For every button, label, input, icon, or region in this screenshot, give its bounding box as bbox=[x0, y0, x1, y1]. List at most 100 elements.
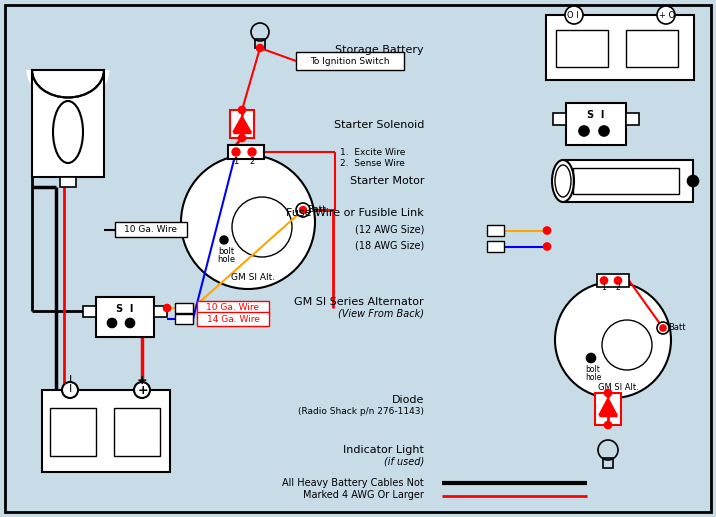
Circle shape bbox=[107, 318, 117, 327]
Circle shape bbox=[543, 227, 551, 234]
Bar bbox=[32, 70, 104, 177]
Bar bbox=[595, 393, 621, 425]
Circle shape bbox=[256, 44, 263, 52]
Bar bbox=[566, 103, 626, 145]
Text: 14 Ga. Wire: 14 Ga. Wire bbox=[206, 314, 259, 324]
Circle shape bbox=[565, 6, 583, 24]
Circle shape bbox=[125, 318, 135, 327]
Text: 2: 2 bbox=[616, 283, 620, 293]
Circle shape bbox=[163, 305, 170, 312]
Text: S  I: S I bbox=[587, 110, 605, 120]
Bar bbox=[197, 301, 269, 315]
Text: 1.  Excite Wire: 1. Excite Wire bbox=[340, 148, 405, 157]
Bar bbox=[556, 30, 608, 67]
Circle shape bbox=[181, 155, 315, 289]
Circle shape bbox=[599, 126, 609, 136]
Text: 10 Ga. Wire: 10 Ga. Wire bbox=[125, 225, 178, 235]
Circle shape bbox=[238, 134, 246, 142]
Circle shape bbox=[657, 322, 669, 334]
Circle shape bbox=[614, 277, 621, 284]
Text: O I: O I bbox=[567, 10, 579, 20]
Bar bbox=[114, 408, 160, 456]
Text: GM SI Series Alternator: GM SI Series Alternator bbox=[294, 297, 424, 307]
Text: (Radio Shack p/n 276-1143): (Radio Shack p/n 276-1143) bbox=[298, 406, 424, 416]
Text: hole: hole bbox=[217, 255, 235, 265]
Bar bbox=[546, 15, 694, 80]
Bar bbox=[197, 312, 269, 326]
Text: Diode: Diode bbox=[392, 395, 424, 405]
Text: Fuse Wire or Fusible Link: Fuse Wire or Fusible Link bbox=[286, 208, 424, 218]
Circle shape bbox=[296, 203, 310, 217]
Bar bbox=[553, 113, 566, 125]
Text: bolt: bolt bbox=[586, 366, 601, 374]
Bar bbox=[96, 297, 154, 337]
Text: hole: hole bbox=[585, 373, 601, 382]
Text: + O: + O bbox=[659, 11, 675, 21]
Text: Batt: Batt bbox=[668, 324, 686, 332]
Bar bbox=[597, 274, 629, 287]
Text: (12 AWG Size): (12 AWG Size) bbox=[354, 225, 424, 235]
Bar bbox=[115, 222, 187, 237]
Text: I: I bbox=[68, 375, 72, 385]
Text: GM SI Alt.: GM SI Alt. bbox=[598, 384, 639, 392]
Bar bbox=[83, 306, 96, 317]
Text: 10 Ga. Wire: 10 Ga. Wire bbox=[206, 303, 259, 312]
Polygon shape bbox=[599, 398, 617, 415]
Wedge shape bbox=[32, 70, 104, 106]
Bar bbox=[60, 177, 76, 187]
Text: Indicator Light: Indicator Light bbox=[343, 445, 424, 455]
Polygon shape bbox=[233, 116, 251, 132]
Ellipse shape bbox=[552, 160, 574, 202]
Text: Batt: Batt bbox=[308, 205, 326, 215]
Circle shape bbox=[299, 206, 306, 214]
Bar bbox=[42, 390, 170, 472]
Circle shape bbox=[134, 382, 150, 398]
Bar bbox=[626, 113, 639, 125]
Text: (if used): (if used) bbox=[384, 456, 424, 466]
Text: All Heavy Battery Cables Not: All Heavy Battery Cables Not bbox=[282, 478, 424, 488]
Bar bbox=[487, 241, 504, 252]
Text: S  I: S I bbox=[116, 304, 134, 314]
Bar bbox=[563, 160, 693, 202]
Circle shape bbox=[248, 148, 256, 156]
Circle shape bbox=[62, 382, 78, 398]
Circle shape bbox=[238, 107, 246, 114]
Text: I: I bbox=[68, 384, 72, 394]
Text: 1: 1 bbox=[601, 283, 606, 293]
Circle shape bbox=[543, 243, 551, 250]
Text: bolt: bolt bbox=[218, 248, 234, 256]
Text: Starter Motor: Starter Motor bbox=[349, 176, 424, 186]
Bar bbox=[255, 39, 265, 48]
Text: 2.  Sense Wire: 2. Sense Wire bbox=[340, 159, 405, 168]
Bar bbox=[228, 145, 264, 159]
Bar bbox=[175, 303, 193, 313]
Bar bbox=[175, 314, 193, 324]
Circle shape bbox=[604, 389, 611, 397]
Text: 2: 2 bbox=[249, 157, 255, 165]
Circle shape bbox=[232, 148, 240, 156]
Text: Starter Solenoid: Starter Solenoid bbox=[334, 120, 424, 130]
Bar bbox=[603, 458, 613, 468]
Text: +: + bbox=[137, 373, 147, 387]
Circle shape bbox=[660, 325, 666, 331]
Circle shape bbox=[657, 6, 675, 24]
Text: (18 AWG Size): (18 AWG Size) bbox=[354, 241, 424, 251]
Circle shape bbox=[555, 282, 671, 398]
Bar bbox=[573, 168, 679, 194]
Circle shape bbox=[586, 354, 596, 362]
Circle shape bbox=[220, 236, 228, 244]
Text: Marked 4 AWG Or Larger: Marked 4 AWG Or Larger bbox=[303, 490, 424, 500]
Text: +: + bbox=[137, 384, 148, 397]
Circle shape bbox=[604, 421, 611, 429]
Text: GM SI Alt.: GM SI Alt. bbox=[231, 272, 275, 281]
Bar bbox=[154, 306, 167, 317]
Circle shape bbox=[601, 277, 607, 284]
Text: To Ignition Switch: To Ignition Switch bbox=[310, 56, 390, 66]
Bar bbox=[296, 52, 404, 70]
Text: Storage Battery: Storage Battery bbox=[335, 45, 424, 55]
Text: 1: 1 bbox=[233, 157, 238, 165]
Circle shape bbox=[687, 175, 699, 187]
Bar bbox=[626, 30, 678, 67]
Bar bbox=[487, 225, 504, 236]
Circle shape bbox=[579, 126, 589, 136]
